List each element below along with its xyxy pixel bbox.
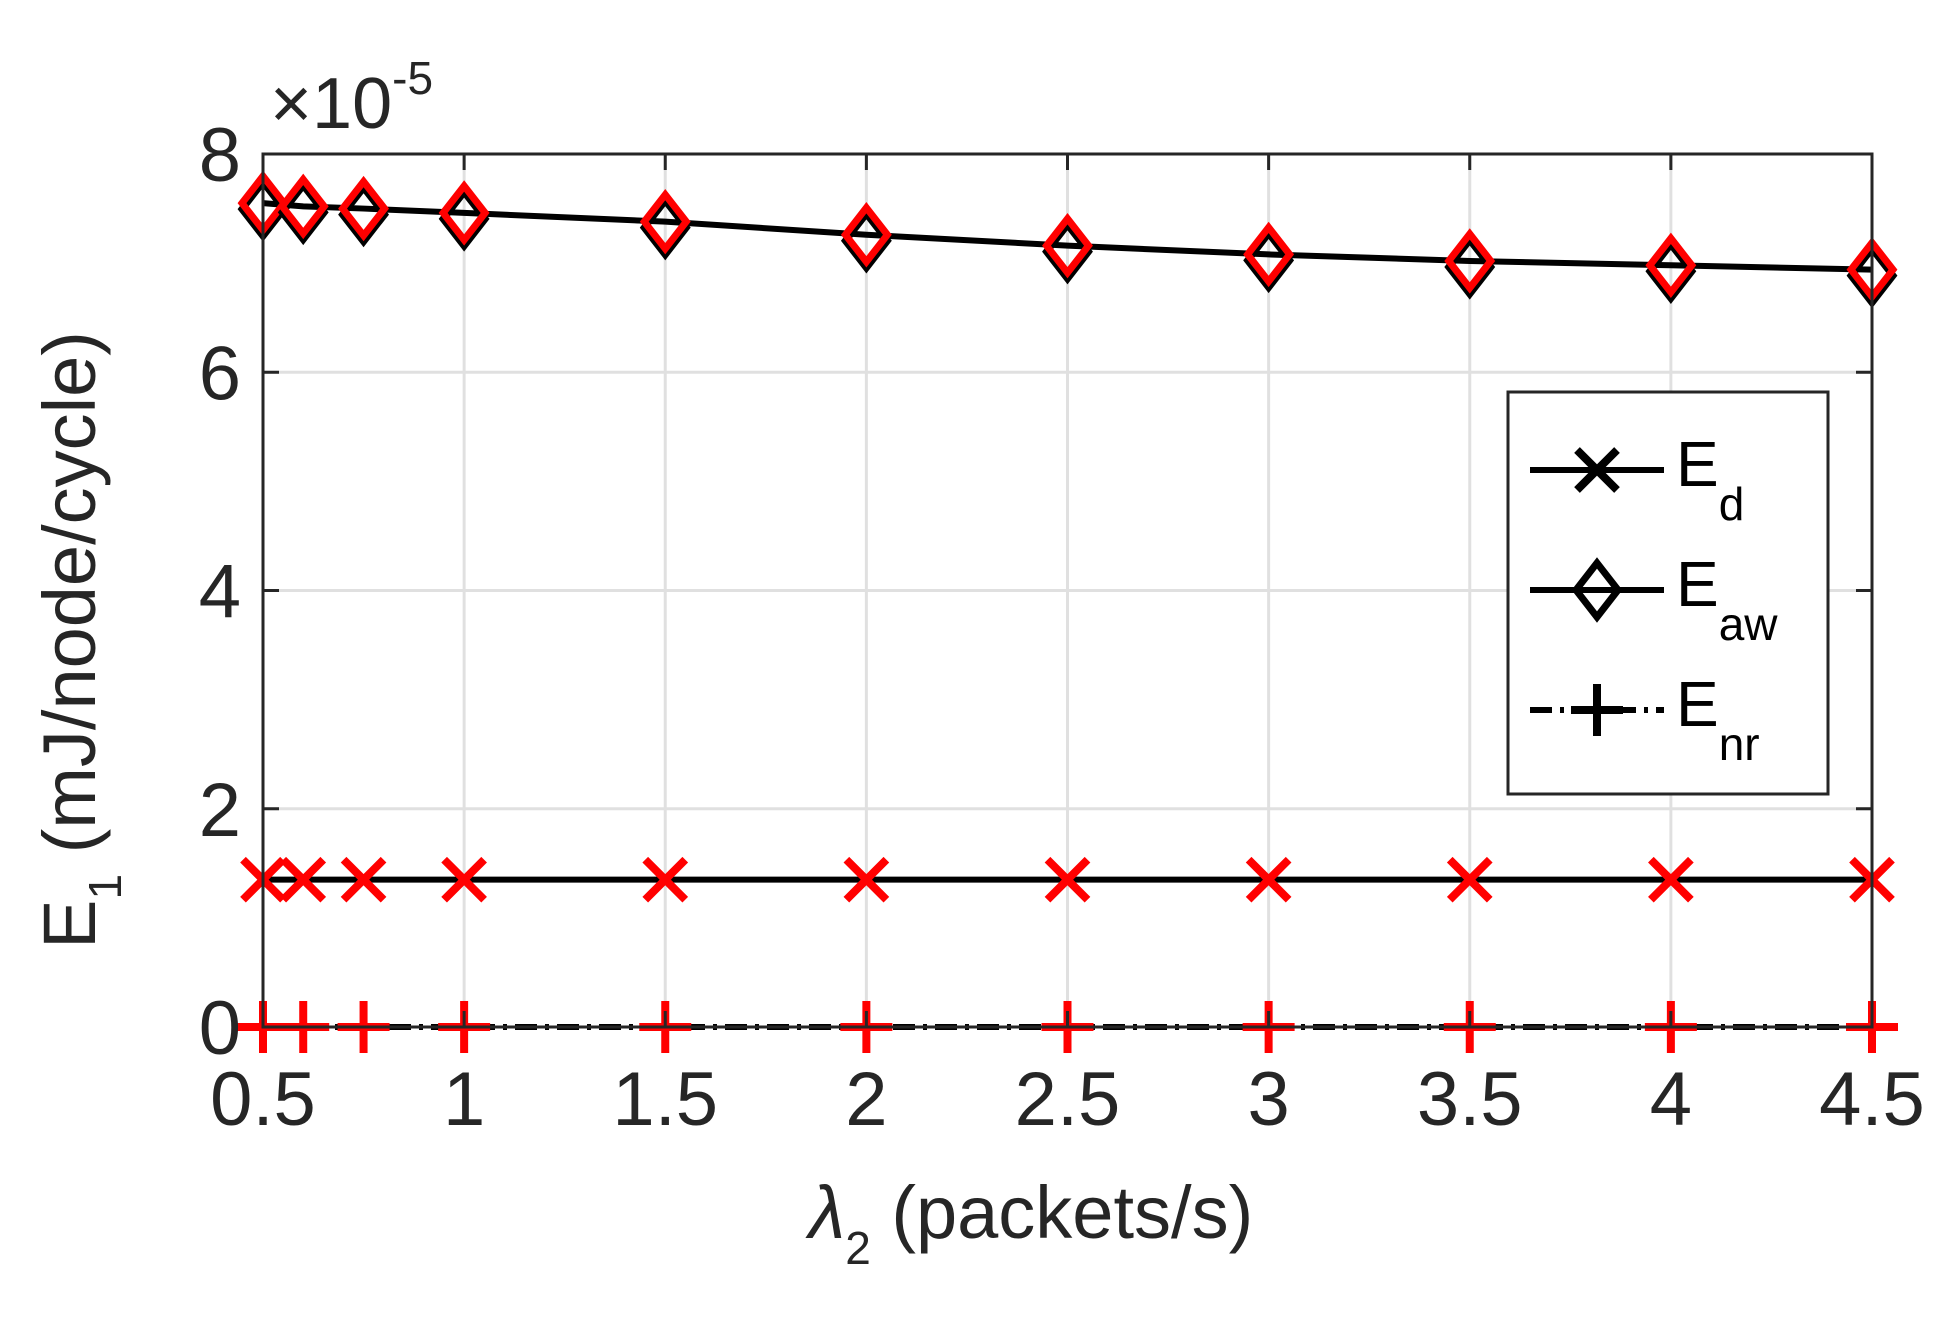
marker-aw-shadow [338, 181, 389, 248]
x-axis-title: λ2 (packets/s) [805, 1171, 1253, 1274]
y-exponent-label: ×10-5 [270, 52, 433, 144]
y-tick-labels: 0 2 4 6 8 [199, 113, 241, 1071]
marker-aw-shadow [840, 208, 892, 274]
legend-label-aw: Eaw [1676, 548, 1778, 650]
x-tick-label: 2.5 [1015, 1057, 1121, 1142]
legend-marker-aw [1571, 557, 1623, 623]
y-tick-label: 0 [199, 986, 241, 1071]
legend-marker-d [1574, 447, 1620, 493]
axis-ticks [261, 152, 1874, 1029]
y-tick-label: 6 [199, 331, 241, 416]
x-tick-label: 1.5 [612, 1057, 718, 1142]
x-tick-label: 4.5 [1819, 1057, 1925, 1142]
marker-aw [1645, 232, 1697, 299]
marker-aw [277, 173, 329, 240]
y-axis-title: E1 (mJ/node/cycle) [28, 331, 131, 949]
marker-d [1446, 856, 1493, 903]
y-tick-label: 2 [199, 768, 241, 853]
x-tick-label: 3.5 [1417, 1057, 1523, 1142]
marker-aw-shadow [1645, 238, 1697, 305]
x-tick-label: 0.5 [210, 1057, 316, 1142]
marker-aw-shadow [1444, 234, 1496, 300]
marker-d [642, 856, 689, 903]
marker-d [1044, 856, 1091, 903]
y-tick-label: 8 [199, 113, 241, 198]
marker-d [441, 856, 487, 903]
marker-aw-shadow [639, 194, 691, 261]
marker-aw [1243, 221, 1295, 288]
marker-d [280, 856, 327, 903]
y-tick-label: 4 [199, 550, 241, 635]
x-tick-labels: 0.5 1 1.5 2 2.5 3 3.5 4 4.5 [210, 1057, 1925, 1142]
marker-d [1648, 856, 1694, 903]
marker-aw-shadow [1042, 218, 1093, 285]
marker-d [843, 856, 890, 903]
marker-aw [438, 180, 490, 246]
legend-label-d: Ed [1676, 428, 1744, 530]
x-tick-label: 2 [845, 1057, 887, 1142]
marker-aw [338, 175, 389, 242]
x-tick-label: 3 [1247, 1057, 1289, 1142]
marker-aw-shadow [438, 186, 490, 252]
marker-aw [1042, 212, 1093, 279]
legend-marker-nr [1571, 684, 1623, 736]
marker-aw [639, 188, 691, 255]
marker-aw-shadow [277, 179, 329, 246]
marker-aw [840, 202, 892, 268]
marker-d [1245, 856, 1292, 903]
marker-aw-shadow [1243, 227, 1295, 294]
legend: Ed Eaw Enr [1506, 390, 1830, 796]
marker-d [340, 856, 387, 903]
marker-aw [1444, 228, 1496, 294]
x-tick-label: 4 [1650, 1057, 1692, 1142]
legend-label-nr: Enr [1676, 668, 1760, 770]
x-tick-label: 1 [443, 1057, 485, 1142]
